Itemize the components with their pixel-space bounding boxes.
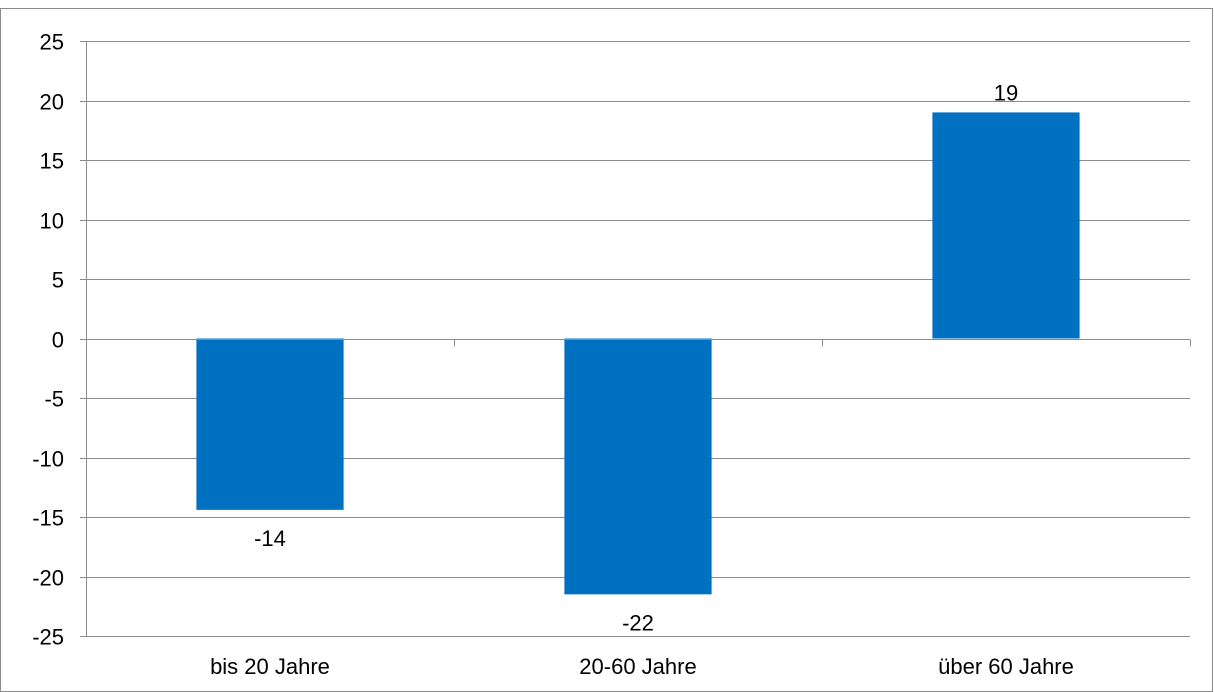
bar: [932, 112, 1080, 339]
y-tick-label: 20: [40, 90, 64, 115]
y-tick-label: -10: [32, 447, 64, 472]
bars: [196, 112, 1080, 595]
y-tick-label: -5: [44, 387, 64, 412]
x-category-label: 20-60 Jahre: [579, 654, 696, 679]
labels: 25 20 15 10 5 0 -5 -10 -15 -20 -25 -14 bis 20 Jahre -…: [32, 30, 1074, 680]
x-category-label: über 60 Jahre: [938, 654, 1074, 679]
x-category-label: bis 20 Jahre: [210, 654, 330, 679]
y-tick-label: 25: [40, 30, 64, 55]
data-label: 19: [994, 80, 1018, 105]
y-tick-label: 10: [40, 209, 64, 234]
bar: [196, 338, 344, 510]
bar: [564, 338, 712, 595]
y-tick-label: -15: [32, 506, 64, 531]
y-tick-label: 15: [40, 149, 64, 174]
y-tick-label: -25: [32, 625, 64, 650]
data-label: -14: [254, 526, 286, 551]
y-tick-label: 0: [52, 328, 64, 353]
data-label: -22: [622, 610, 654, 635]
y-tick-label: 5: [52, 268, 64, 293]
y-tick-label: -20: [32, 566, 64, 591]
axes: [86, 41, 1191, 636]
